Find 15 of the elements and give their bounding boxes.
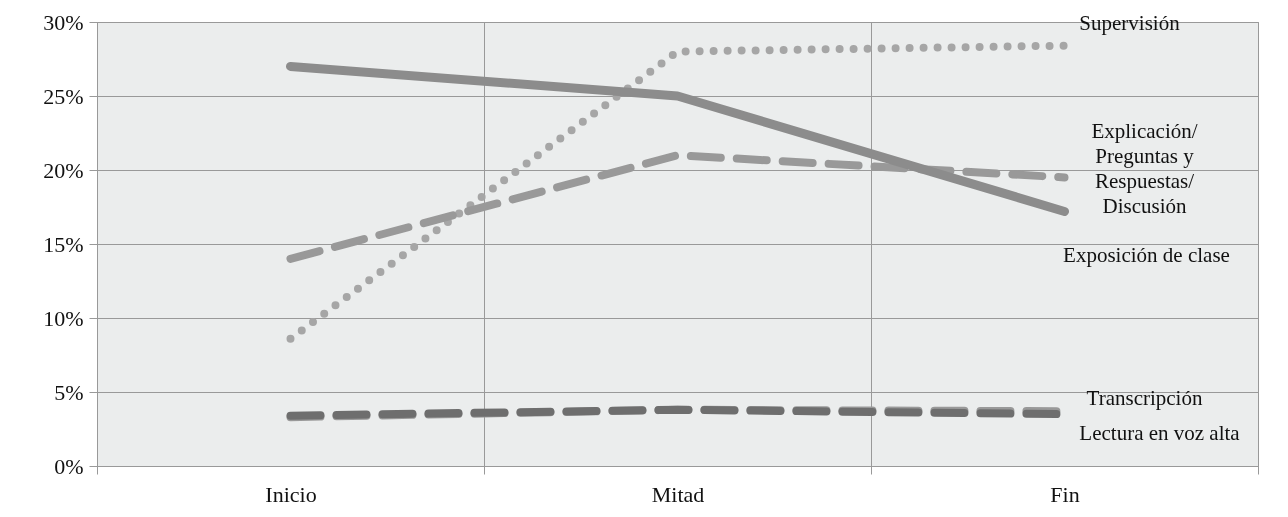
series-label: Transcripción — [1086, 386, 1203, 411]
series-label: Lectura en voz alta — [1079, 421, 1241, 446]
y-tick-label: 25% — [43, 83, 84, 109]
x-tick-label: Inicio — [265, 481, 317, 507]
y-tick-label: 15% — [43, 231, 84, 257]
y-tick-label: 10% — [43, 305, 84, 331]
series-label: Supervisión — [1079, 10, 1181, 35]
y-tick-label: 20% — [43, 157, 84, 183]
y-tick-label: 5% — [54, 379, 84, 405]
x-tick-label: Fin — [1050, 481, 1080, 507]
series-label: Exposición de clase — [1063, 243, 1230, 268]
x-tick-label: Mitad — [651, 481, 705, 507]
y-tick-label: 30% — [43, 9, 84, 35]
series-label: Explicación/ Preguntas y Respuestas/ Discusión — [1091, 119, 1198, 219]
y-tick-label: 0% — [54, 453, 84, 479]
